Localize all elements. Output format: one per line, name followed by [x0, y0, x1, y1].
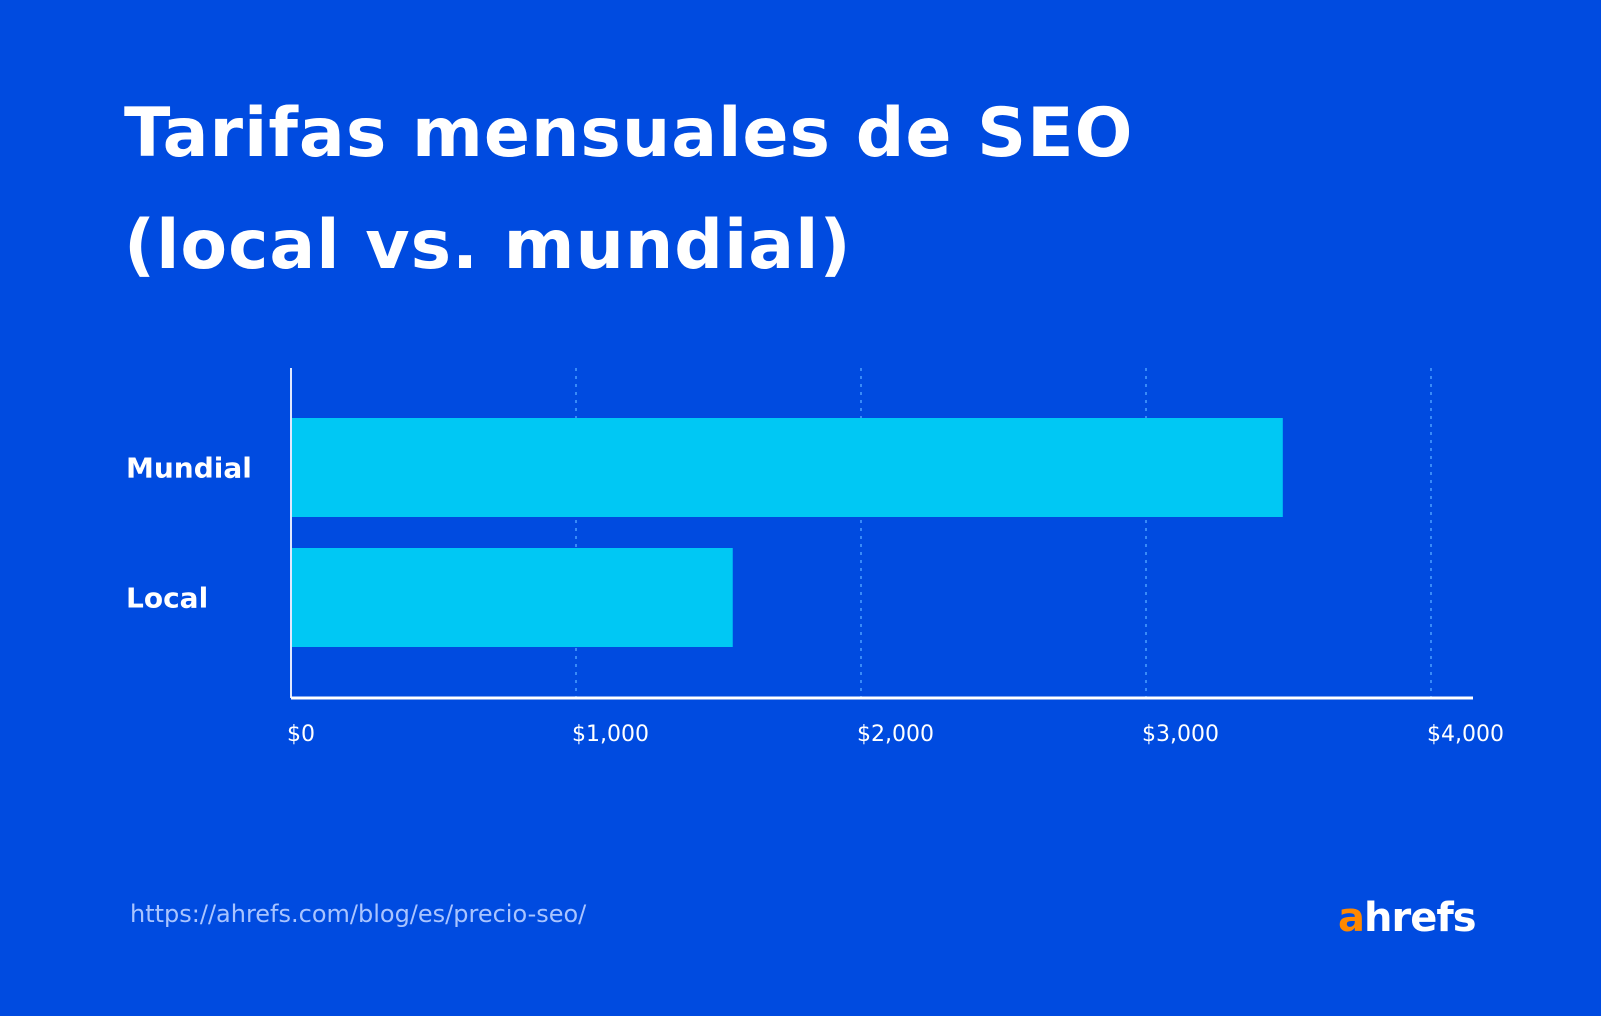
bar-local — [291, 548, 733, 647]
category-label: Mundial — [126, 452, 252, 485]
title-line-2: (local vs. mundial) — [124, 206, 852, 285]
title-line-1: Tarifas mensuales de SEO — [124, 94, 1134, 173]
x-tick-label: $4,000 — [1427, 722, 1504, 747]
bar-mundial — [291, 418, 1283, 517]
ahrefs-logo: ahrefs — [1338, 895, 1477, 941]
x-tick-label: $0 — [287, 722, 315, 747]
category-label: Local — [126, 582, 208, 615]
x-tick-label: $3,000 — [1142, 722, 1219, 747]
chart-title: Tarifas mensuales de SEO (local vs. mund… — [124, 78, 1133, 302]
logo-rest: hrefs — [1364, 895, 1477, 941]
source-url[interactable]: https://ahrefs.com/blog/es/precio-seo/ — [130, 900, 587, 928]
x-tick-label: $2,000 — [857, 722, 934, 747]
logo-a: a — [1338, 895, 1365, 941]
x-tick-label: $1,000 — [572, 722, 649, 747]
